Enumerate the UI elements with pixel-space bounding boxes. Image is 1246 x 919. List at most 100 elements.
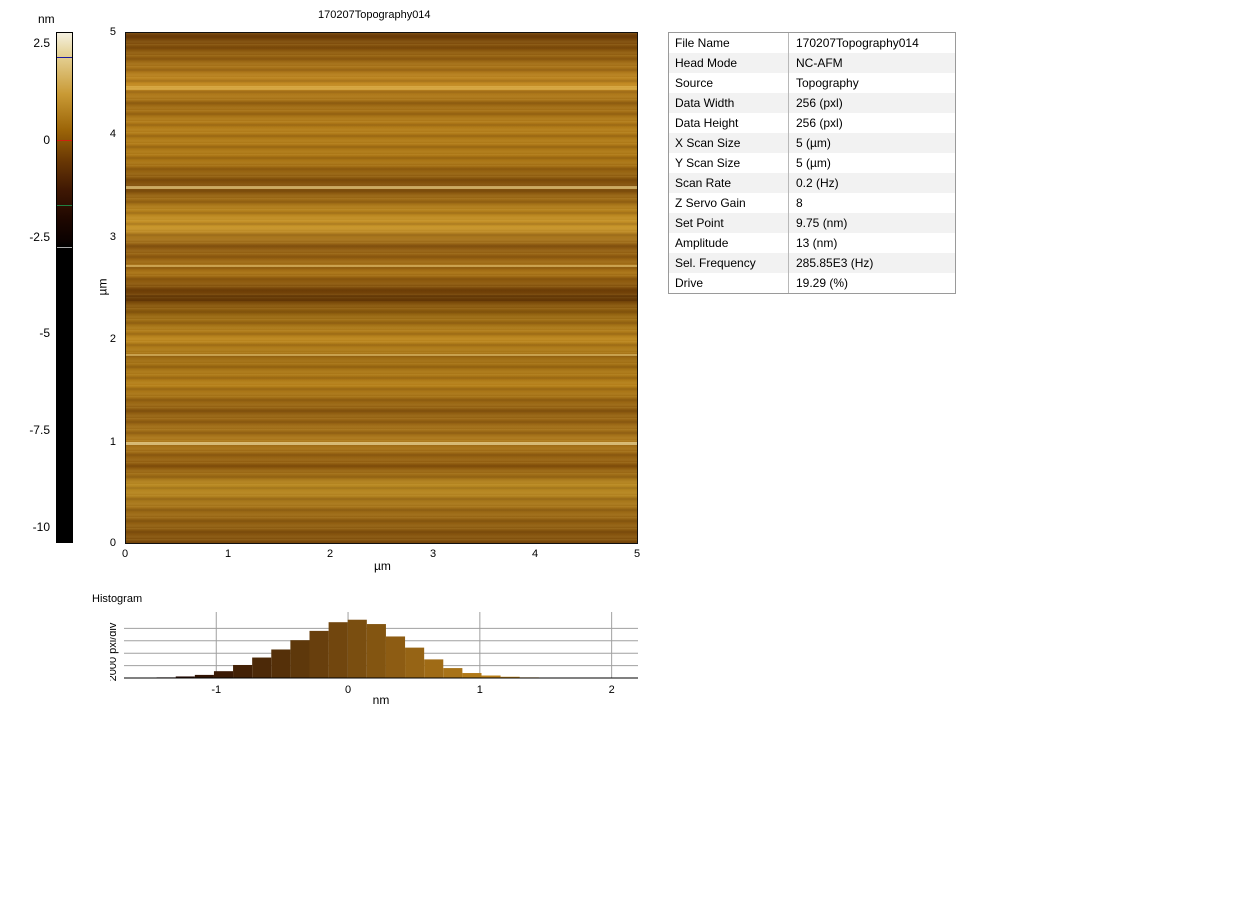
info-value: 256 (pxl) [796,96,843,110]
histogram-bar [233,664,253,678]
x-axis-tick: 2 [326,548,334,560]
info-row: Sel. Frequency 285.85E3 (Hz) [669,253,955,273]
histogram-bar [328,622,348,678]
info-key: Drive [669,273,789,293]
colorbar-tick: -5 [39,326,50,340]
scan-streak [126,86,637,90]
info-row: Head Mode NC-AFM [669,53,955,73]
colorbar-tick: 0 [43,133,50,147]
info-value: 5 (µm) [796,156,831,170]
info-key: Head Mode [669,53,789,73]
info-row: Y Scan Size 5 (µm) [669,153,955,173]
colorbar-tick: -2.5 [29,230,50,244]
height-colorbar [56,32,73,543]
info-value: NC-AFM [796,56,843,70]
histogram-bar [385,636,406,678]
y-axis-label: µm [95,278,110,296]
colorbar-upper-marker [57,57,72,58]
histogram-x-tick: 0 [345,684,351,696]
colorbar-tick: -10 [32,520,50,534]
histogram-x-tick: 2 [609,684,615,696]
y-axis-tick: 1 [109,436,116,448]
scan-info-table: File Name 170207Topography014 Head Mode NC… [668,32,956,294]
info-row: File Name 170207Topography014 [669,33,955,53]
info-key: Source [669,73,789,93]
histogram-bar [175,676,195,678]
histogram-bar [481,675,501,678]
colorbar-unit-label: nm [38,12,55,26]
info-key: Sel. Frequency [669,253,789,273]
info-value: 19.29 (%) [796,276,849,290]
info-row: Source Topography [669,73,955,93]
y-axis-tick: 2 [109,333,116,345]
info-key: X Scan Size [669,133,789,153]
info-key: Amplitude [669,233,789,253]
scan-streak [126,186,637,189]
x-axis-tick: 4 [531,548,539,560]
info-row: Drive 19.29 (%) [669,273,955,293]
info-key: File Name [669,33,789,53]
histogram-bar [252,657,272,678]
colorbar-tick: -7.5 [29,423,50,437]
x-axis-tick: 0 [121,548,129,560]
info-value: 285.85E3 (Hz) [796,256,874,270]
info-value: 0.2 (Hz) [796,176,839,190]
colorbar-middle-marker [57,140,72,141]
info-row: X Scan Size 5 (µm) [669,133,955,153]
info-row: Z Servo Gain 8 [669,193,955,213]
histogram-x-label: nm [373,693,390,707]
histogram-bar [309,630,329,678]
histogram-bar [405,647,425,678]
y-axis-tick: 0 [109,537,116,549]
colorbar-lower-marker [57,205,72,206]
info-key: Y Scan Size [669,153,789,173]
histogram-bar [443,668,463,678]
histogram-bar [271,649,291,678]
x-axis-label: µm [374,559,391,573]
histogram-bar [347,619,367,678]
histogram-x-tick: -1 [211,684,221,696]
histogram-bar [366,624,386,678]
info-key: Z Servo Gain [669,193,789,213]
topography-image[interactable] [125,32,638,544]
info-key: Scan Rate [669,173,789,193]
y-axis-tick: 5 [109,26,116,38]
info-value: 5 (µm) [796,136,831,150]
info-key: Set Point [669,213,789,233]
histogram-title: Histogram [92,593,143,605]
info-key: Data Width [669,93,789,113]
colorbar-bottom-marker [57,247,72,248]
histogram-chart: -1 0 1 2 2000 pxl/div nm [110,612,638,707]
histogram-bar [213,671,234,678]
histogram-x-tick: 1 [477,684,483,696]
info-key: Data Height [669,113,789,133]
image-title: 170207Topography014 [318,9,431,21]
info-row: Scan Rate 0.2 (Hz) [669,173,955,193]
info-row: Set Point 9.75 (nm) [669,213,955,233]
x-axis-tick: 1 [224,548,232,560]
info-row: Amplitude 13 (nm) [669,233,955,253]
y-axis-tick: 3 [109,231,116,243]
histogram-bar [290,640,310,678]
scan-streak [126,265,637,267]
colorbar-tick: 2.5 [33,36,50,50]
info-row: Data Width 256 (pxl) [669,93,955,113]
info-value: 9.75 (nm) [796,216,848,230]
info-value: Topography [796,76,859,90]
scan-streak [126,354,637,356]
y-axis-tick: 4 [109,128,116,140]
info-value: 170207Topography014 [796,36,919,50]
x-axis-tick: 5 [633,548,641,560]
histogram-y-label: 2000 pxl/div [110,622,119,681]
histogram-bar [424,659,444,678]
x-axis-tick: 3 [429,548,437,560]
histogram-bar [194,674,214,678]
scan-streak [126,442,637,445]
histogram-x-ticks: -1 0 1 2 [211,684,614,696]
info-value: 256 (pxl) [796,116,843,130]
info-value: 13 (nm) [796,236,838,250]
info-row: Data Height 256 (pxl) [669,113,955,133]
info-value: 8 [796,196,803,210]
histogram-bar [462,673,482,678]
histogram-bar [500,676,520,678]
